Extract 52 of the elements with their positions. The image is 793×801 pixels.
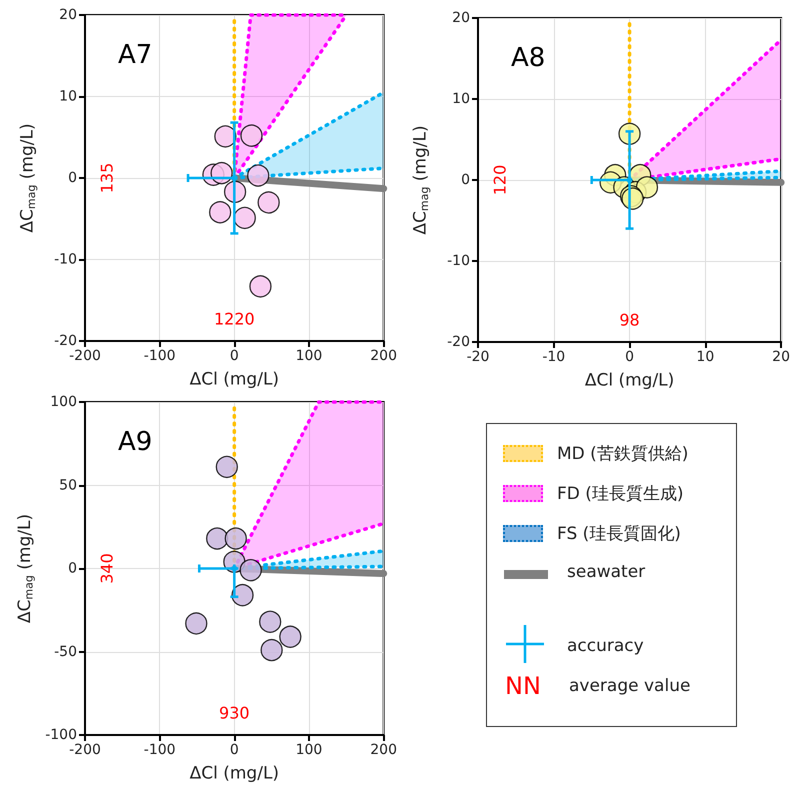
y-tick-label: -20 — [447, 334, 470, 350]
x-tick-label: 0 — [625, 349, 634, 365]
x-tick-label: 200 — [370, 348, 398, 364]
y-axis-title: ΔCmag (mg/L) — [14, 514, 36, 624]
annotation: 340 — [98, 553, 116, 584]
x-axis-title: ΔCl (mg/L) — [584, 370, 674, 390]
text: accuracy — [567, 636, 644, 656]
y-axis-title: ΔCmag (mg/L) — [18, 123, 38, 233]
x-axis-title: ΔCl (mg/L) — [190, 764, 280, 784]
x-tick-label: 20 — [772, 349, 790, 365]
text: MD (苦鉄質供給) — [557, 443, 688, 465]
y-tick-label: 20 — [452, 10, 470, 26]
y-axis-title: ΔCmag (mg/L) — [410, 125, 431, 235]
y-tick-label: 20 — [59, 7, 77, 23]
text: FS (珪長質固化) — [557, 523, 681, 545]
x-tick-label: -20 — [466, 349, 490, 365]
text: average value — [569, 676, 690, 696]
y-tick-label: -10 — [54, 252, 77, 268]
text: A8 — [511, 43, 546, 73]
y-tick-label: 100 — [50, 394, 77, 410]
text: NN — [505, 672, 541, 700]
annotation: 930 — [219, 704, 250, 722]
x-tick-label: -200 — [69, 742, 101, 758]
x-axis-title: ΔCl (mg/L) — [190, 370, 280, 390]
x-tick-label: -200 — [69, 348, 101, 364]
y-tick-label: -10 — [447, 253, 470, 269]
y-tick-label: 10 — [452, 91, 470, 107]
annotation: 98 — [619, 310, 640, 330]
text: seawater — [567, 562, 646, 582]
text: A7 — [118, 40, 152, 70]
annotation: 135 — [98, 162, 116, 194]
x-tick-label: 0 — [230, 742, 239, 758]
annotation: 120 — [490, 164, 510, 196]
x-tick-label: -100 — [144, 742, 176, 758]
x-tick-label: 100 — [296, 742, 322, 758]
y-tick-label: 0 — [461, 172, 470, 188]
x-tick-label: 10 — [696, 349, 714, 365]
y-tick-label: -50 — [54, 644, 77, 660]
y-tick-label: -100 — [45, 727, 77, 743]
y-tick-label: -20 — [54, 333, 77, 349]
x-tick-label: 100 — [296, 348, 322, 364]
text: FD (珪長質生成) — [557, 483, 684, 505]
text: A9 — [118, 427, 152, 457]
y-tick-label: 50 — [59, 477, 77, 494]
x-tick-label: -100 — [144, 348, 176, 364]
x-tick-label: 200 — [370, 742, 398, 758]
x-tick-label: 0 — [230, 348, 239, 364]
y-tick-label: 10 — [59, 88, 77, 104]
x-tick-label: -10 — [542, 349, 566, 365]
annotation: 1220 — [214, 310, 255, 328]
y-tick-label: 0 — [68, 170, 77, 186]
y-tick-label: 0 — [68, 560, 77, 576]
